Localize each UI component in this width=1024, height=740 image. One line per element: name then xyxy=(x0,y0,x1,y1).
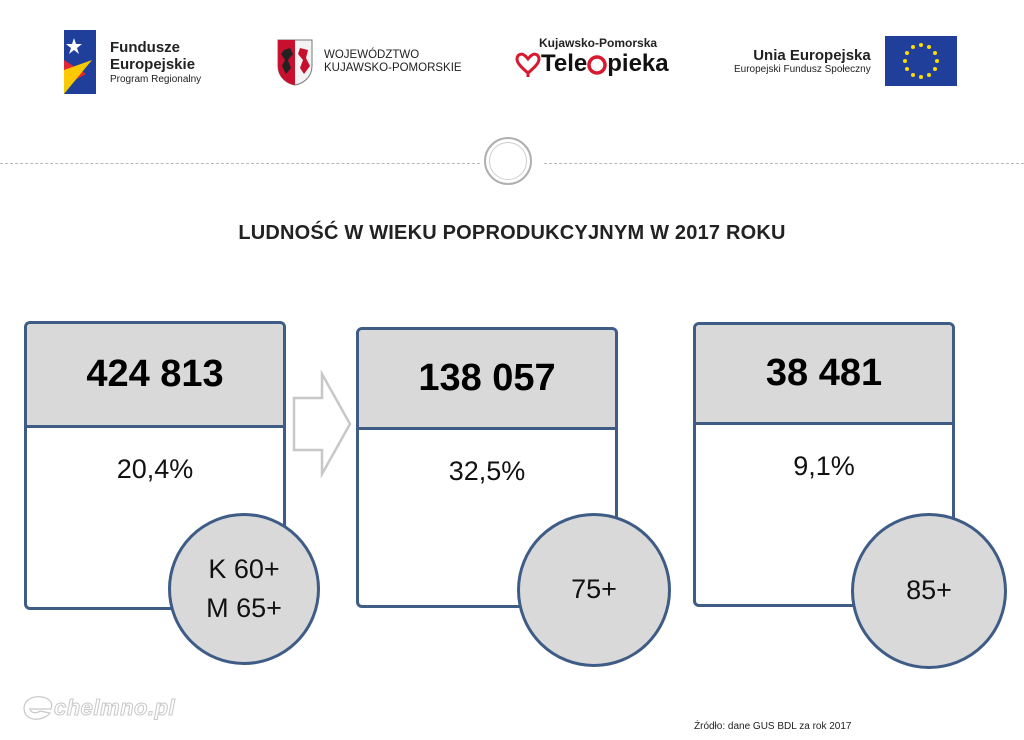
badge-line2: M 65+ xyxy=(206,593,282,623)
heart-stethoscope-icon xyxy=(515,52,541,77)
right-arrow-icon xyxy=(292,370,352,478)
age-badge-75: 75+ xyxy=(517,513,671,667)
stat-card-85: 38 481 9,1% xyxy=(693,322,955,607)
stat-value: 138 057 xyxy=(359,330,615,430)
stat-value: 38 481 xyxy=(696,325,952,425)
fe-line3: Program Regionalny xyxy=(110,73,202,85)
pieka-word: pieka xyxy=(607,50,669,77)
stat-percent: 32,5% xyxy=(448,456,526,486)
stat-value: 424 813 xyxy=(27,324,283,428)
fe-line2: Europejskie xyxy=(110,56,196,74)
age-badge-85: 85+ xyxy=(851,513,1007,669)
wojewodztwo-logo: WOJEWÓDZTWO KUJAWSKO-POMORSKIE xyxy=(276,38,462,86)
unia-europejska-logo: Unia Europejska Europejski Fundusz Społe… xyxy=(734,36,957,86)
logo-row: Fundusze Europejskie Program Regionalny … xyxy=(0,26,1024,106)
ue-line1: Unia Europejska xyxy=(753,46,871,64)
fundusze-europejskie-logo: Fundusze Europejskie Program Regionalny xyxy=(62,30,201,94)
ue-line2: Europejski Fundusz Społeczny xyxy=(734,63,871,75)
eu-flag-icon xyxy=(884,36,957,86)
page-title: LUDNOŚĆ W WIEKU POPRODUKCYJNYM W 2017 RO… xyxy=(238,222,786,244)
source-note: Źródło: dane GUS BDL za rok 2017 xyxy=(694,721,852,732)
divider-line-right xyxy=(544,163,1024,164)
stat-percent: 20,4% xyxy=(116,454,194,484)
watermark-text: chelmno.pl xyxy=(53,695,176,721)
coat-of-arms-icon xyxy=(277,39,313,86)
watermark-logo-icon xyxy=(23,696,53,720)
watermark: chelmno.pl xyxy=(20,695,175,721)
teleopieka-logo: Kujawsko-Pomorska Tele pieka xyxy=(515,36,669,78)
tele-line1: Kujawsko-Pomorska xyxy=(539,36,658,50)
badge-line1: 85+ xyxy=(906,575,952,606)
fe-line1: Fundusze xyxy=(110,39,180,56)
divider-line-left xyxy=(0,163,480,164)
divider-circle-icon xyxy=(484,137,532,185)
badge-line1: K 60+ xyxy=(208,553,280,584)
stat-percent: 9,1% xyxy=(793,451,855,481)
fundusze-europejskie-icon xyxy=(64,30,96,94)
circle-o-icon xyxy=(587,55,607,75)
woj-line1: WOJEWÓDZTWO xyxy=(324,48,420,61)
age-badge-60-65: K 60+ M 65+ xyxy=(168,513,320,665)
tele-word: Tele xyxy=(541,50,588,77)
badge-line1: 75+ xyxy=(571,574,617,605)
woj-line2: KUJAWSKO-POMORSKIE xyxy=(324,62,462,74)
